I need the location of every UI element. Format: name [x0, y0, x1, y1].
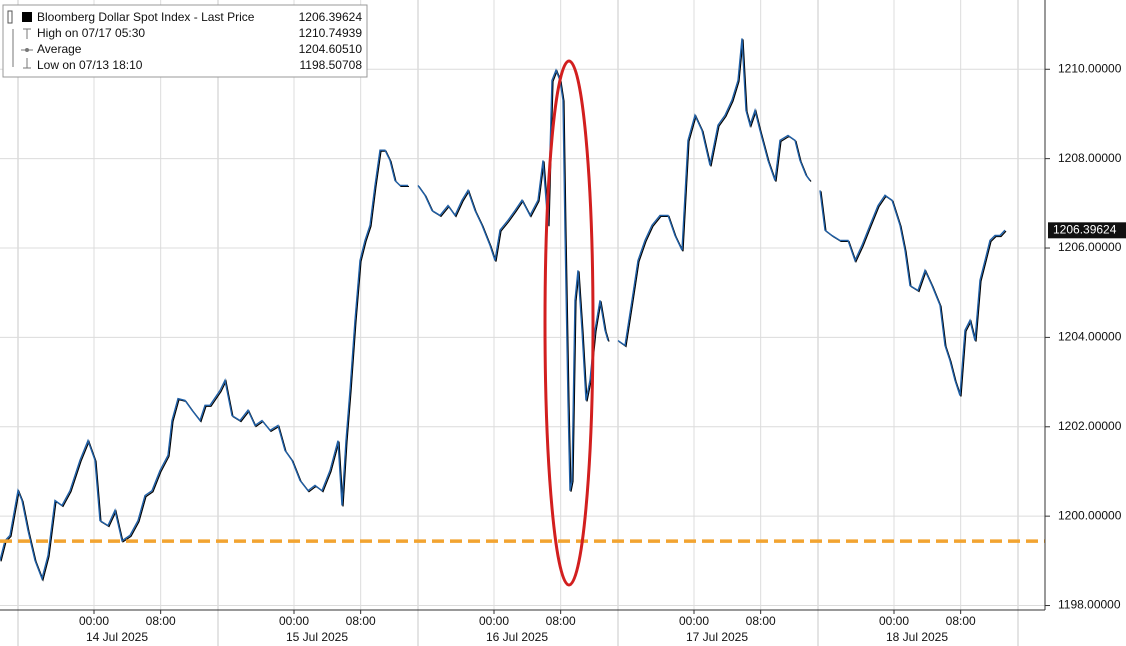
y-tick-label: 1200.00000 — [1058, 508, 1122, 522]
y-tick-label: 1210.00000 — [1058, 61, 1122, 75]
legend-label: High on 07/17 05:30 — [37, 26, 145, 40]
price-line — [0, 38, 1006, 582]
date-label: 16 Jul 2025 — [486, 630, 548, 644]
legend-box — [2, 4, 368, 78]
y-tick-label: 1202.00000 — [1058, 419, 1122, 433]
y-tick-label: 1204.00000 — [1058, 330, 1122, 344]
x-tick-label: 08:00 — [146, 614, 176, 628]
x-tick-label: 08:00 — [346, 614, 376, 628]
day-separators — [17, 0, 1019, 646]
x-tick-label: 08:00 — [546, 614, 576, 628]
legend-value: 1210.74939 — [299, 26, 363, 40]
x-tick-label: 08:00 — [946, 614, 976, 628]
price-line-shadow — [0, 39, 1007, 582]
legend-icon — [7, 10, 13, 24]
legend-value: 1204.60510 — [299, 42, 363, 56]
date-label: 14 Jul 2025 — [86, 630, 148, 644]
date-label: 17 Jul 2025 — [686, 630, 748, 644]
date-label: 15 Jul 2025 — [286, 630, 348, 644]
legend-value: 1206.39624 — [299, 10, 363, 24]
x-tick-label: 00:00 — [679, 614, 709, 628]
legend-label: Bloomberg Dollar Spot Index - Last Price — [37, 10, 255, 24]
legend-label: Low on 07/13 18:10 — [37, 58, 143, 72]
x-tick-label: 00:00 — [279, 614, 309, 628]
legend-icon — [25, 48, 29, 52]
x-tick-label: 00:00 — [79, 614, 109, 628]
date-label: 18 Jul 2025 — [886, 630, 948, 644]
y-tick-label: 1206.00000 — [1058, 240, 1122, 254]
last-price-tag — [1048, 222, 1126, 239]
highlight-ellipse — [543, 59, 595, 587]
legend-swatch — [22, 12, 32, 22]
x-tick-label: 00:00 — [479, 614, 509, 628]
last-price-label: 1206.39624 — [1053, 222, 1117, 236]
legend: Bloomberg Dollar Spot Index - Last Price… — [2, 4, 368, 78]
plot — [0, 0, 1045, 610]
legend-value: 1198.50708 — [299, 58, 362, 72]
y-tick-label: 1198.00000 — [1058, 598, 1121, 612]
x-tick-label: 08:00 — [746, 614, 776, 628]
legend-label: Average — [37, 42, 82, 56]
x-tick-label: 00:00 — [879, 614, 909, 628]
y-tick-label: 1208.00000 — [1058, 151, 1122, 165]
